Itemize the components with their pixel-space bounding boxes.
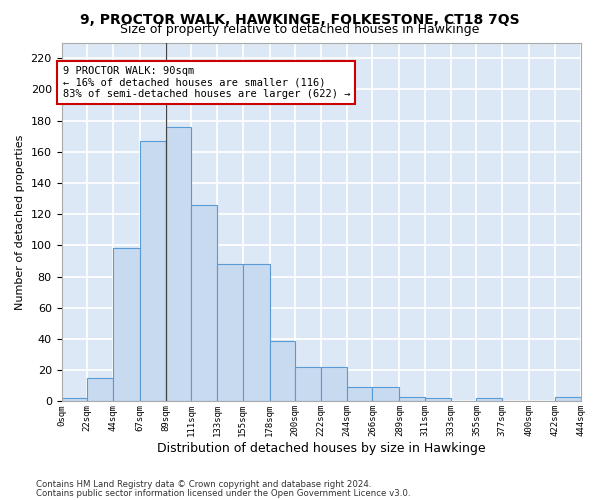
Bar [243,264,269,402]
Bar [87,378,113,402]
X-axis label: Distribution of detached houses by size in Hawkinge: Distribution of detached houses by size … [157,442,485,455]
Text: 9, PROCTOR WALK, HAWKINGE, FOLKESTONE, CT18 7QS: 9, PROCTOR WALK, HAWKINGE, FOLKESTONE, C… [80,12,520,26]
Bar [555,396,581,402]
Y-axis label: Number of detached properties: Number of detached properties [15,134,25,310]
Bar [373,388,400,402]
Bar [217,264,243,402]
Bar [476,398,502,402]
Bar [62,398,87,402]
Bar [400,396,425,402]
Bar [295,367,321,402]
Text: Contains public sector information licensed under the Open Government Licence v3: Contains public sector information licen… [36,489,410,498]
Bar [347,388,373,402]
Bar [166,127,191,402]
Bar [321,367,347,402]
Text: Size of property relative to detached houses in Hawkinge: Size of property relative to detached ho… [121,24,479,36]
Bar [425,398,451,402]
Bar [113,248,140,402]
Text: Contains HM Land Registry data © Crown copyright and database right 2024.: Contains HM Land Registry data © Crown c… [36,480,371,489]
Bar [191,205,217,402]
Bar [140,141,166,402]
Bar [581,398,600,402]
Bar [269,340,295,402]
Text: 9 PROCTOR WALK: 90sqm
← 16% of detached houses are smaller (116)
83% of semi-det: 9 PROCTOR WALK: 90sqm ← 16% of detached … [62,66,350,99]
